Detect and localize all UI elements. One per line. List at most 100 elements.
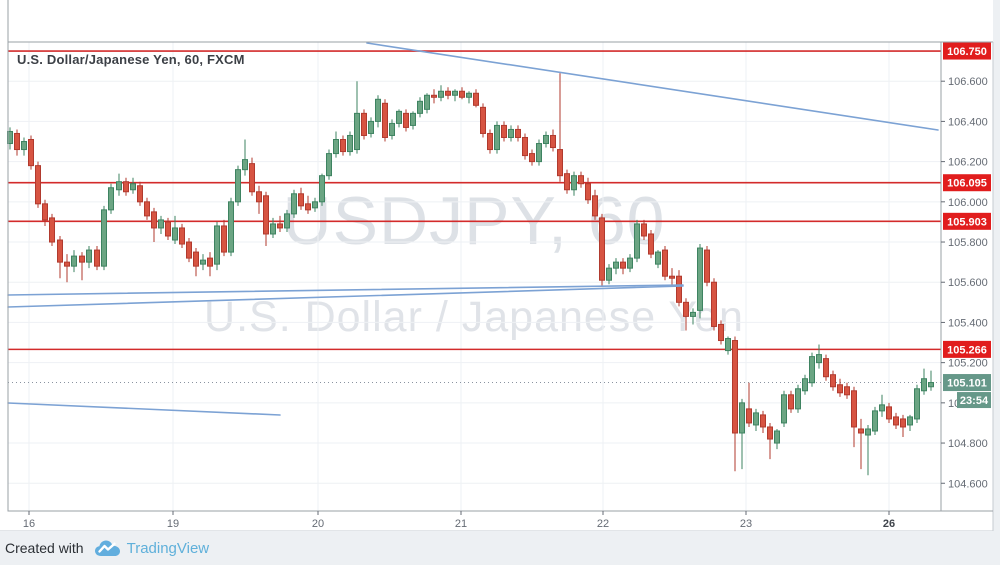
price-tick-label: 106.400 xyxy=(948,116,988,128)
candle-body xyxy=(193,251,199,267)
candle-body xyxy=(158,219,164,229)
candle-body xyxy=(116,181,122,191)
candle-body xyxy=(235,169,241,203)
candle-body xyxy=(858,428,864,434)
price-tick-label: 105.200 xyxy=(948,358,988,370)
candle-body xyxy=(529,153,535,163)
candle-body xyxy=(417,100,423,114)
candle-body xyxy=(130,183,136,191)
candle-body xyxy=(536,143,542,163)
candle-body xyxy=(725,338,731,352)
candle-body xyxy=(256,191,262,203)
candle-body xyxy=(788,394,794,410)
candle-body xyxy=(21,141,27,151)
level-price-badge-label: 105.266 xyxy=(947,344,987,356)
candle-body xyxy=(57,239,63,263)
candle-body xyxy=(94,249,100,267)
candle-body xyxy=(648,233,654,255)
candle-body xyxy=(683,301,689,317)
candle-body xyxy=(795,388,801,410)
candle-body xyxy=(368,120,374,134)
candle-body xyxy=(907,416,913,426)
candle-body xyxy=(431,94,437,98)
candle-body xyxy=(452,90,458,96)
candle-body xyxy=(410,112,416,126)
candle-body xyxy=(872,410,878,432)
level-price-badge xyxy=(943,42,991,60)
candle-body xyxy=(501,124,507,138)
level-price-badge xyxy=(943,212,991,230)
price-tick-label: 106.200 xyxy=(948,157,988,169)
candle-body xyxy=(242,159,248,171)
candle-body xyxy=(137,185,143,203)
price-axis[interactable]: 106.600 106.400 106.200 106.000 105.800 105.6… xyxy=(941,76,988,490)
candle-body xyxy=(746,408,752,424)
candle-body xyxy=(830,374,836,388)
candle-body xyxy=(844,386,850,396)
candle-body xyxy=(64,261,70,267)
level-price-badge-label: 105.903 xyxy=(947,216,987,228)
candle-body xyxy=(396,110,402,124)
created-with-label: Created with xyxy=(5,540,84,556)
candle-body xyxy=(921,378,927,392)
candle-body xyxy=(35,165,41,205)
candle-body xyxy=(893,416,899,426)
trendline[interactable] xyxy=(7,284,684,296)
candle-body xyxy=(564,173,570,191)
candle-body xyxy=(802,378,808,392)
candle-body xyxy=(200,259,206,265)
current-price-badge-label: 105.101 xyxy=(947,378,987,390)
tradingview-link[interactable]: TradingView xyxy=(126,539,210,557)
time-tick-label: 19 xyxy=(167,518,179,530)
candle-body xyxy=(438,90,444,98)
candle-body xyxy=(28,138,34,167)
candle-body xyxy=(697,247,703,311)
candle-body xyxy=(627,257,633,269)
level-price-badge xyxy=(943,174,991,192)
time-tick-label: 26 xyxy=(883,518,895,530)
candle-body xyxy=(340,138,346,153)
candle-body xyxy=(207,257,213,267)
candle-body xyxy=(333,138,339,155)
candle-body xyxy=(655,251,661,265)
candle-body xyxy=(305,203,311,211)
candle-body xyxy=(14,132,20,151)
candle-body xyxy=(389,122,395,136)
candle-body xyxy=(886,406,892,420)
candle-body xyxy=(101,209,107,267)
candle-body xyxy=(312,201,318,209)
trendline[interactable] xyxy=(366,42,939,131)
candle-body xyxy=(704,249,710,283)
candle-body xyxy=(277,223,283,229)
level-price-badge-label: 106.750 xyxy=(947,46,987,58)
candle-body xyxy=(592,195,598,217)
candle-body xyxy=(494,124,500,151)
trendline[interactable] xyxy=(7,402,281,416)
candle-body xyxy=(228,201,234,253)
candle-body xyxy=(214,225,220,265)
candle-body xyxy=(270,223,276,235)
candle-body xyxy=(732,340,738,434)
candle-body xyxy=(123,181,129,193)
time-axis[interactable]: 16 19 20 21 22 23 26 xyxy=(23,511,895,530)
candle-body xyxy=(326,153,332,177)
plot-area[interactable] xyxy=(8,42,941,511)
symbol-title: U.S. Dollar/Japanese Yen, 60, FXCM xyxy=(17,52,245,67)
candle-body xyxy=(550,134,556,149)
chart-widget-background xyxy=(0,0,993,531)
candle-body xyxy=(837,384,843,394)
candle-body xyxy=(291,193,297,215)
candle-body xyxy=(249,163,255,193)
candle-body xyxy=(543,134,549,145)
trendline[interactable] xyxy=(7,285,684,308)
candle-body xyxy=(508,128,514,138)
candle-body xyxy=(424,94,430,110)
candle-body xyxy=(585,183,591,201)
footer-attribution: Created with TradingView xyxy=(0,531,1000,565)
price-tick-label: 105.600 xyxy=(948,277,988,289)
candle-body xyxy=(578,175,584,185)
current-price-badge xyxy=(943,374,991,392)
price-tick-label: 105.400 xyxy=(948,317,988,329)
candle-body xyxy=(711,281,717,327)
